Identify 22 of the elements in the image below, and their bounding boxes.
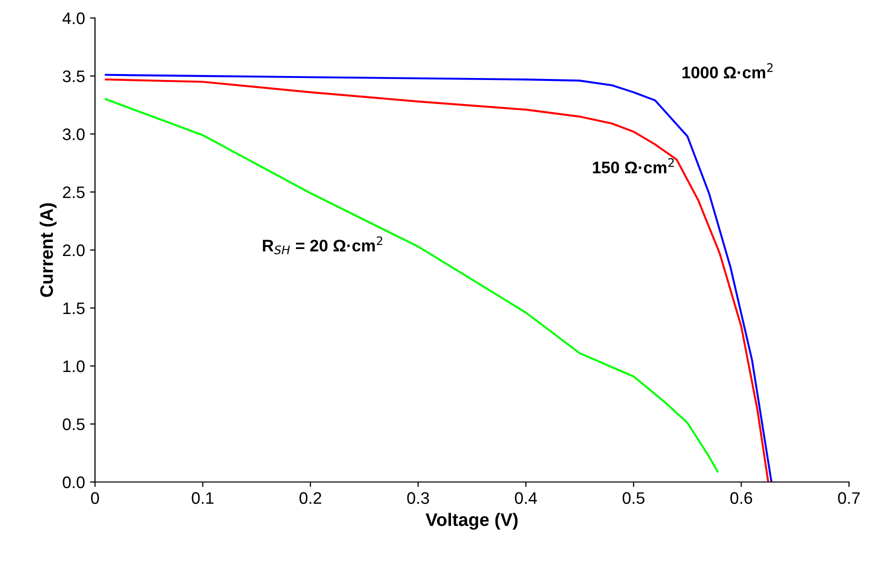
x-tick-label: 0.6 [730, 492, 752, 504]
x-tick-label: 0.7 [838, 492, 860, 504]
x-tick-label: 0 [91, 492, 99, 504]
y-tick-label: 1.0 [63, 360, 85, 372]
series-label: 150 Ω·cm$^{2}$ [592, 158, 674, 174]
x-tick-label: 0.5 [622, 492, 644, 504]
y-axis-title: Current (A) [40, 203, 57, 297]
text: 1000 Ω·cm$^{2}$ [682, 63, 773, 78]
x-tick-label: 0.1 [192, 492, 214, 504]
x-axis-title: Voltage (V) [426, 512, 518, 530]
y-tick-label: 0.5 [62, 418, 85, 430]
series-label: R$_{SH}$ = 20 Ω·cm$^{2}$ [262, 236, 382, 254]
y-tick-label: 2.0 [62, 244, 85, 256]
y-tick-label: 3.5 [62, 70, 85, 82]
y-tick-label: 4.0 [62, 12, 85, 24]
y-tick-label: 1.5 [63, 302, 85, 314]
y-tick-label: 2.5 [62, 186, 85, 198]
y-tick-label: 3.0 [62, 128, 85, 140]
x-tick-label: 0.2 [299, 492, 322, 504]
y-tick-label: 0.0 [62, 476, 85, 488]
x-tick-label: 0.4 [514, 492, 537, 504]
x-tick-label: 0.3 [407, 492, 429, 504]
